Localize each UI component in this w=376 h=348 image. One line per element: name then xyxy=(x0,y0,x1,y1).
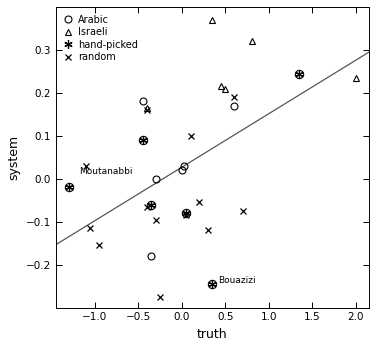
X-axis label: truth: truth xyxy=(197,328,227,341)
Y-axis label: system: system xyxy=(7,135,20,180)
Legend: Arabic, Israeli, hand-picked, random: Arabic, Israeli, hand-picked, random xyxy=(59,11,142,66)
Text: Bouazizi: Bouazizi xyxy=(218,276,256,285)
Text: Moutanabbi: Moutanabbi xyxy=(79,167,133,176)
